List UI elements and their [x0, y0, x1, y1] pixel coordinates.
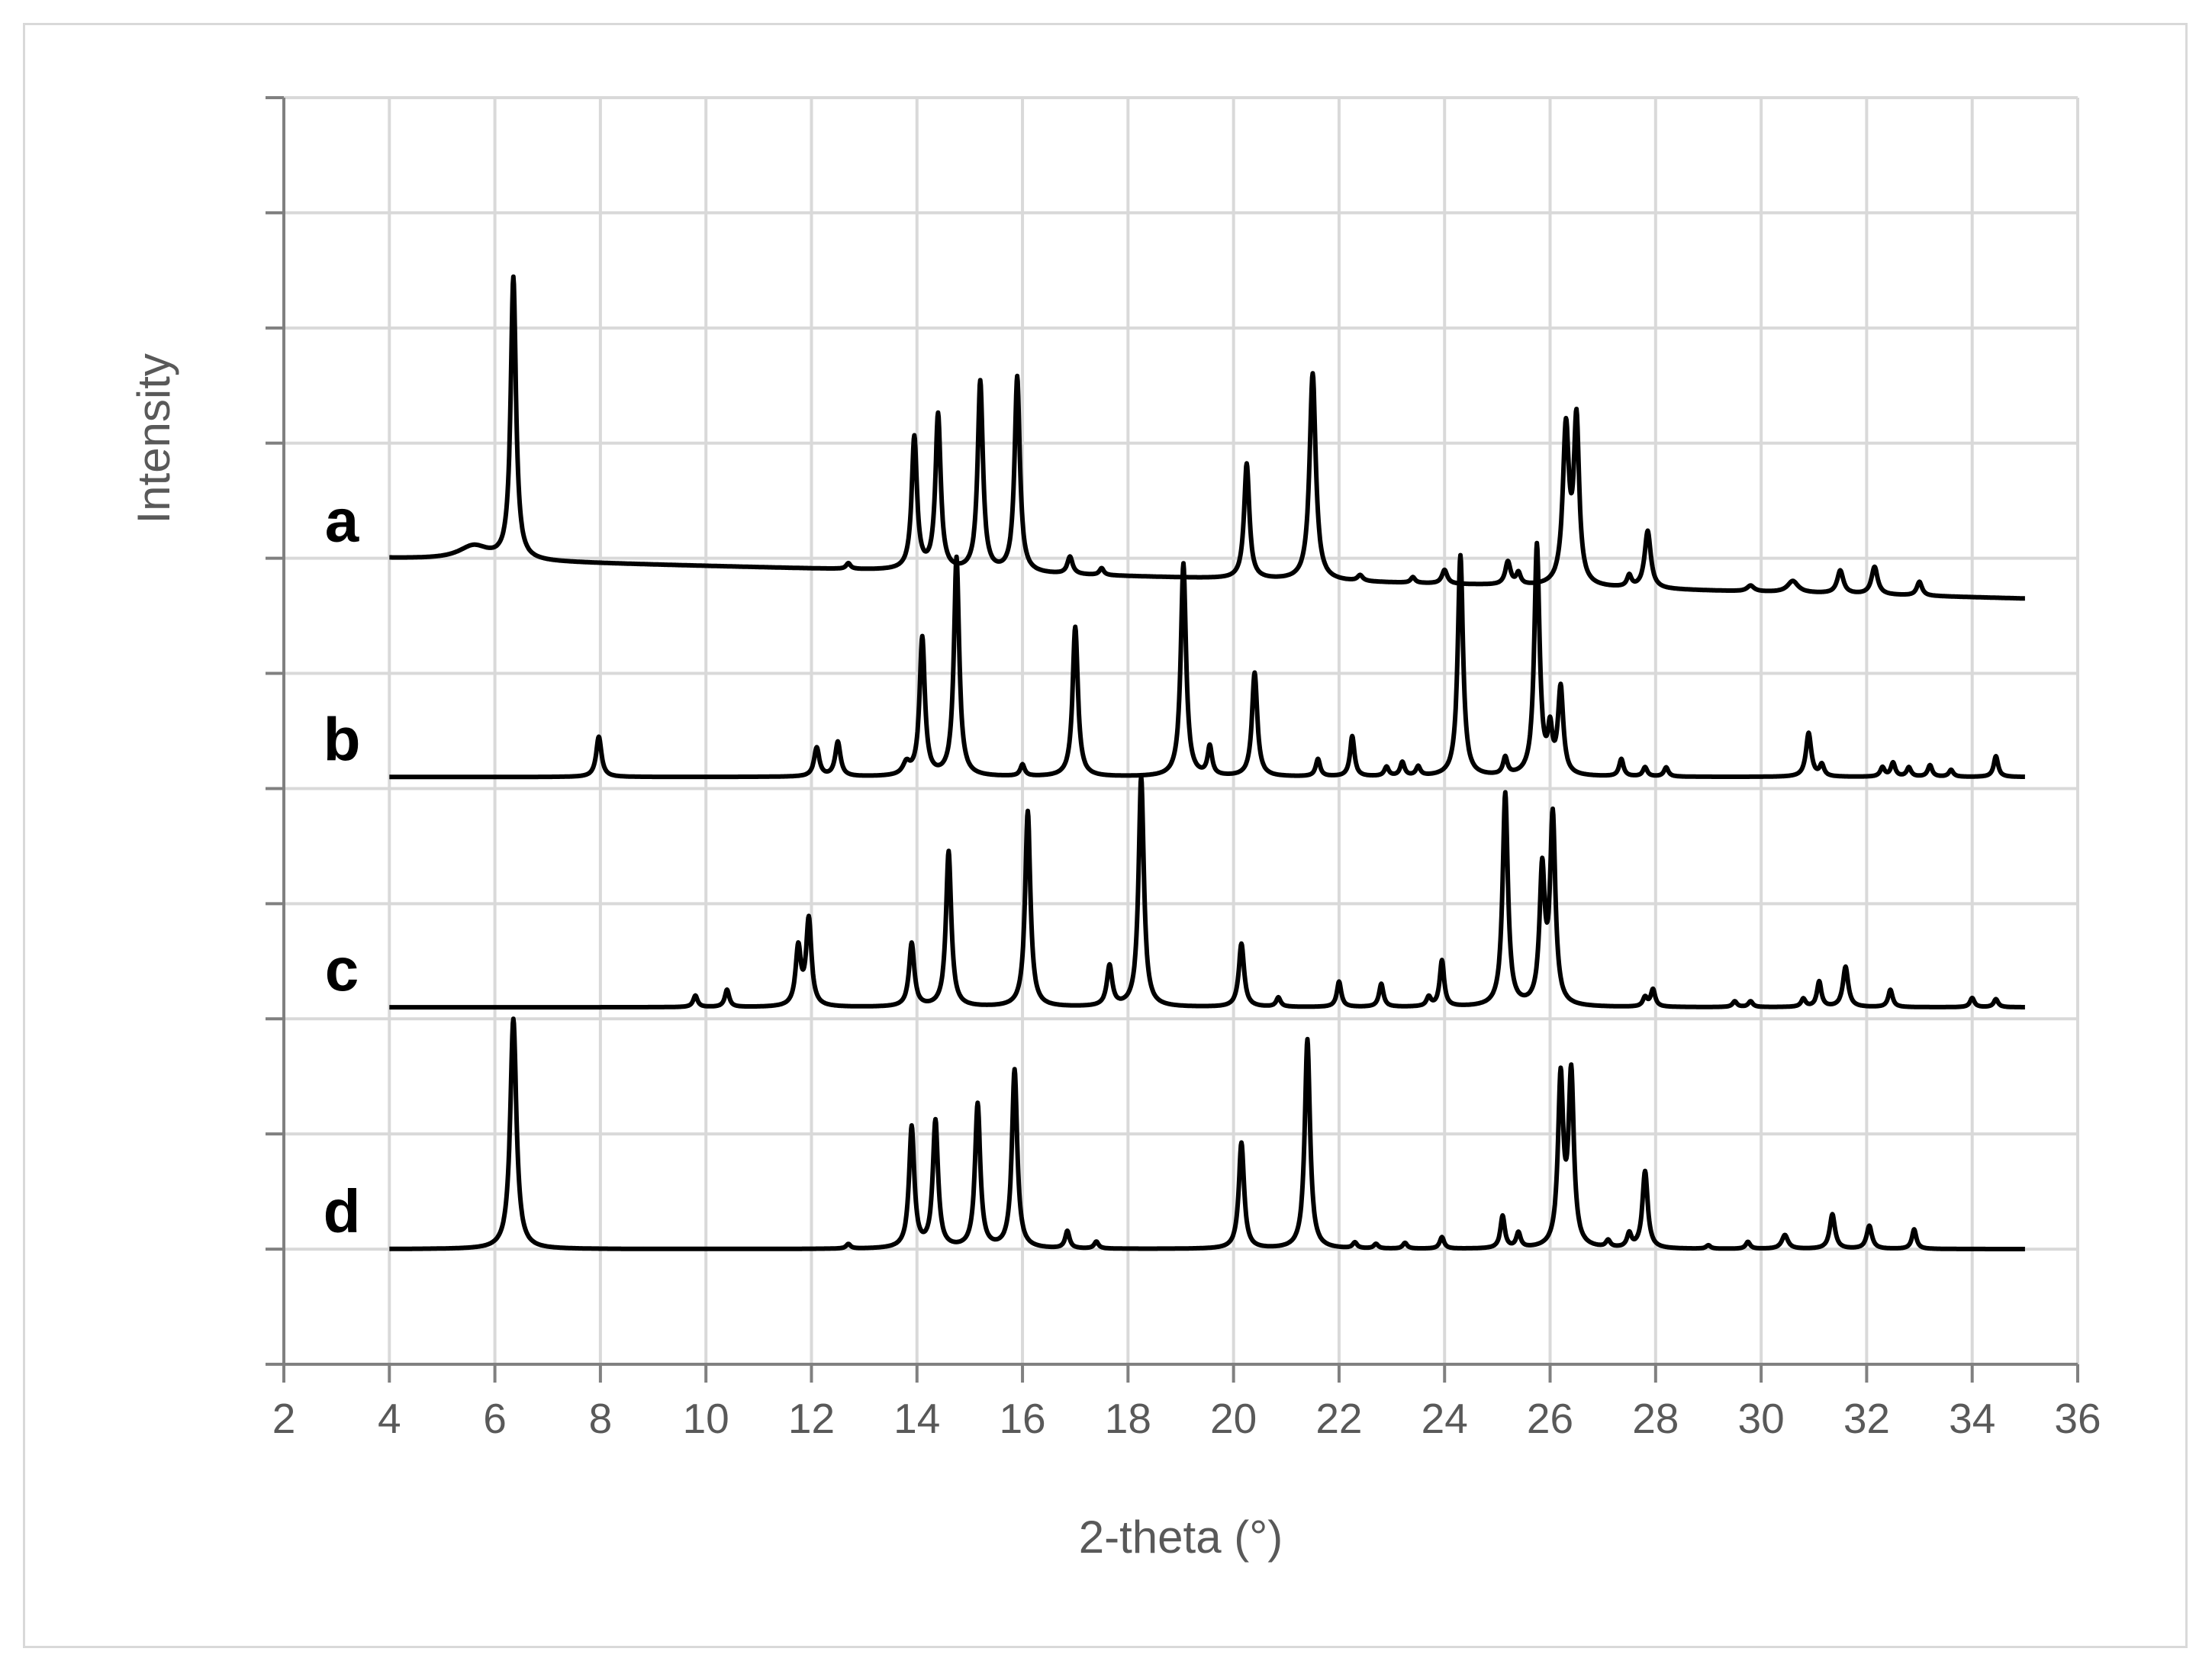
x-tick-label: 4	[378, 1395, 401, 1442]
traces	[388, 274, 2027, 1251]
x-tick-label: 34	[1949, 1395, 1995, 1442]
x-tick-label: 26	[1527, 1395, 1573, 1442]
series-b-line	[388, 540, 2027, 780]
grid	[284, 96, 2079, 1364]
series-a-label: a	[325, 487, 359, 555]
series-c-label: c	[325, 935, 359, 1003]
x-tick-label: 20	[1210, 1395, 1257, 1442]
x-tick-label: 18	[1105, 1395, 1151, 1442]
x-tick-label: 8	[589, 1395, 613, 1442]
x-tick-label: 2	[272, 1395, 296, 1442]
y-axis-title: Intensity	[128, 353, 179, 523]
x-axis-title: 2-theta (°)	[1079, 1512, 1283, 1563]
series-d-line	[388, 1016, 2027, 1251]
series-d-label: d	[324, 1177, 361, 1245]
x-tick-label: 14	[893, 1395, 940, 1442]
x-tick-label: 10	[683, 1395, 729, 1442]
series-b-label: b	[324, 705, 361, 773]
series-c-line	[388, 774, 2027, 1010]
series-labels: a b c d	[324, 487, 361, 1245]
x-tick-label: 28	[1632, 1395, 1679, 1442]
x-tick-label: 12	[788, 1395, 835, 1442]
x-tick-label: 22	[1315, 1395, 1362, 1442]
x-tick-label: 30	[1738, 1395, 1785, 1442]
axes: 2 4 6 8 10 12 14 16 18 20 22 24 26 28 30 32 34 36	[266, 96, 2101, 1442]
chart-frame	[23, 23, 2188, 1648]
series-a-line	[388, 274, 2027, 601]
x-tick-label: 6	[483, 1395, 507, 1442]
x-tick-label: 24	[1422, 1395, 1468, 1442]
x-tick-label: 36	[2054, 1395, 2101, 1442]
x-tick-label: 32	[1843, 1395, 1890, 1442]
x-tick-label: 16	[999, 1395, 1045, 1442]
